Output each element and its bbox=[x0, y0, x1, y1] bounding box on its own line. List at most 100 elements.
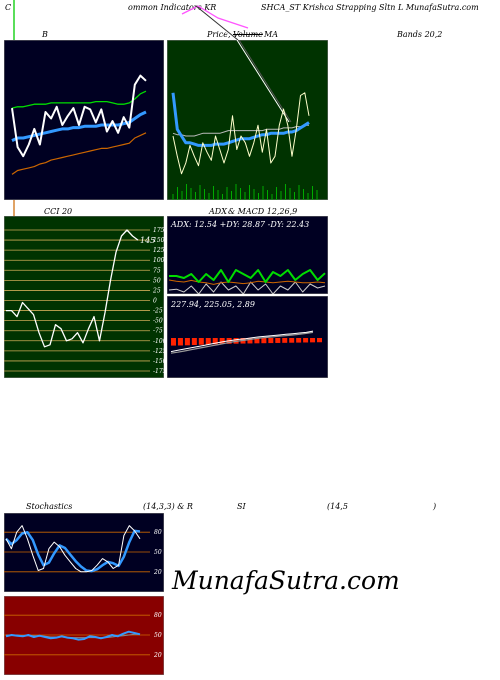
bb-upper-band bbox=[11, 90, 147, 109]
cci-tick-label: 125 bbox=[153, 247, 164, 254]
volume-bar bbox=[262, 186, 264, 200]
macd-histogram-bar bbox=[191, 338, 197, 345]
price-ma-bg bbox=[167, 40, 328, 200]
volume-bar bbox=[235, 184, 237, 200]
macd-histogram-bar bbox=[317, 338, 322, 343]
cci-tick-label: -25 bbox=[153, 308, 163, 315]
cci-tick-label: 25 bbox=[152, 287, 161, 294]
macd-line bbox=[170, 330, 314, 353]
bb-middle-band bbox=[11, 110, 147, 142]
volume-bar bbox=[267, 190, 268, 200]
cci-tick-label: 0 bbox=[153, 298, 157, 305]
price-ma-label-c: MA bbox=[264, 30, 278, 39]
volume-bar bbox=[244, 192, 246, 200]
white-connector-line bbox=[195, 7, 237, 40]
header-part-title: SHCA_ST Krishca Strapping Sltn L MunafaS… bbox=[261, 3, 479, 12]
stoch-k-line bbox=[5, 525, 141, 573]
adx-panel: ADX: 12.54 +DY: 28.87 -DY: 22.43 bbox=[167, 216, 328, 294]
macd-histogram-bar bbox=[275, 338, 281, 343]
volume-bar bbox=[298, 185, 300, 200]
rsi-tick-label: 50 bbox=[154, 632, 162, 639]
price-ma-diagonal-white bbox=[236, 40, 290, 123]
adx-plus-dy-line bbox=[169, 269, 326, 283]
volume-bar bbox=[213, 186, 214, 200]
volume-bar bbox=[316, 190, 318, 200]
cci-tick-label: -125 bbox=[153, 348, 164, 355]
magenta-connector-line bbox=[181, 5, 249, 29]
volume-bar bbox=[190, 188, 192, 200]
cci-tick-label: 150 bbox=[153, 237, 164, 244]
macd-histogram-bar bbox=[171, 338, 176, 346]
macd-histogram-bar bbox=[212, 338, 218, 345]
cci-tick-label: -50 bbox=[153, 318, 163, 325]
volume-bar bbox=[186, 184, 187, 200]
volume-bar bbox=[208, 193, 210, 200]
stoch-tick-label: 20 bbox=[153, 569, 162, 576]
volume-bar bbox=[177, 187, 178, 200]
bb-price-line bbox=[11, 74, 147, 158]
macd-bg bbox=[167, 296, 328, 378]
macd-histogram-bar bbox=[261, 338, 267, 344]
cci-tick-label: 75 bbox=[153, 267, 161, 274]
volume-bar bbox=[181, 191, 183, 200]
macd-histogram-bar bbox=[205, 338, 211, 345]
volume-bar bbox=[253, 189, 255, 200]
bollinger-orange-tail bbox=[13, 200, 15, 218]
bands-label: Bands 20,2 bbox=[397, 30, 443, 39]
macd-histogram-bar bbox=[268, 338, 274, 344]
header-part-c: C bbox=[5, 3, 12, 12]
adx-macd-label-b: & MACD 12,26,9 bbox=[228, 207, 298, 216]
watermark: MunafaSutra.com bbox=[172, 566, 400, 595]
rsi-label-a: SI bbox=[237, 502, 246, 511]
volume-bar bbox=[294, 192, 295, 200]
volume-bar bbox=[307, 193, 309, 200]
stoch-label-b: (14,3,3) & R bbox=[143, 502, 193, 511]
volume-bar bbox=[195, 192, 196, 200]
macd-histogram-bar bbox=[310, 338, 316, 343]
cci-panel: 175 150 125 100 75 50 25 0 -25 -50 -75 -100 -125 -150… bbox=[4, 216, 164, 378]
stoch-tick-label: 80 bbox=[154, 529, 162, 536]
price-ma-label-a: Price, bbox=[207, 30, 231, 39]
volume-bar bbox=[312, 186, 313, 200]
adx-macd-label-a: ADX bbox=[209, 207, 227, 216]
volume-bar bbox=[303, 189, 304, 200]
stoch-label-a: Stochastics bbox=[26, 502, 73, 511]
ma-slow-line bbox=[172, 124, 309, 137]
header-part-common: ommon Indicators KR bbox=[128, 3, 217, 12]
cci-tick-label: -150 bbox=[153, 358, 164, 365]
top-connector-lines bbox=[13, 0, 249, 40]
price-ma-label-b: Volume bbox=[233, 30, 263, 39]
bollinger-panel bbox=[4, 40, 164, 200]
volume-bar bbox=[199, 185, 201, 200]
cci-tick-label: 100 bbox=[153, 257, 164, 264]
adx-minus-dy-line bbox=[168, 281, 326, 294]
cci-line bbox=[6, 229, 139, 348]
volume-bar bbox=[258, 193, 259, 200]
bb-lower-band bbox=[11, 132, 147, 175]
volume-bar bbox=[280, 191, 282, 200]
stoch-tick-label: 50 bbox=[154, 549, 162, 556]
price-ma-panel bbox=[167, 40, 328, 200]
volume-bar bbox=[285, 184, 286, 200]
cci-last-value: 145 bbox=[140, 236, 155, 245]
volume-bar bbox=[226, 187, 228, 200]
rsi-tick-label: 20 bbox=[153, 652, 162, 659]
volume-bar bbox=[172, 194, 174, 200]
macd-panel: 227.94, 225.05, 2.89 bbox=[167, 296, 328, 378]
volume-bar bbox=[222, 194, 223, 200]
price-ma-diagonal-dark bbox=[238, 40, 292, 123]
cci-tick-label: 50 bbox=[153, 277, 161, 284]
cci-tick-label: -75 bbox=[153, 328, 163, 335]
macd-histogram-bar bbox=[282, 338, 288, 343]
volume-bar bbox=[289, 188, 291, 200]
volume-bar bbox=[276, 187, 277, 200]
volume-bar bbox=[217, 190, 219, 200]
macd-histogram-bar bbox=[198, 338, 204, 345]
dark-connector-line bbox=[195, 5, 239, 40]
stochastics-bg bbox=[4, 513, 164, 592]
rsi-tick-label: 80 bbox=[154, 612, 162, 619]
volume-bar bbox=[240, 188, 241, 200]
ma-fast-line bbox=[171, 92, 310, 147]
volume-bar bbox=[271, 194, 273, 200]
adx-values-text: ADX: 12.54 +DY: 28.87 -DY: 22.43 bbox=[170, 220, 309, 229]
